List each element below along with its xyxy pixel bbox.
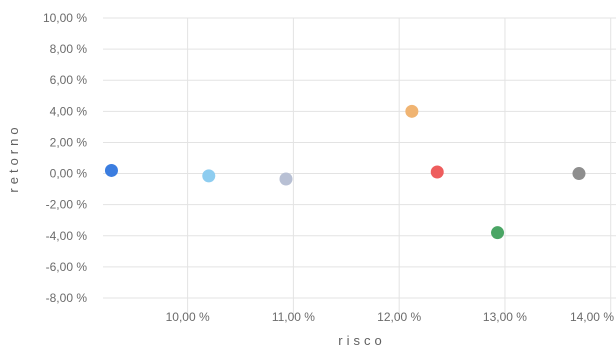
y-tick-label: 6,00 % bbox=[50, 73, 88, 87]
x-tick-label: 11,00 % bbox=[272, 310, 315, 324]
y-tick-label: 8,00 % bbox=[50, 42, 88, 56]
x-tick-label: 12,00 % bbox=[377, 310, 421, 324]
y-tick-label: -4,00 % bbox=[46, 229, 88, 243]
y-tick-labels: 10,00 % 8,00 % 6,00 % 4,00 % 2,00 % 0,00 % -2,… bbox=[43, 11, 87, 305]
data-point[interactable] bbox=[572, 167, 586, 181]
y-tick-label: -8,00 % bbox=[46, 291, 88, 305]
data-point[interactable] bbox=[405, 104, 419, 118]
data-point[interactable] bbox=[279, 172, 293, 186]
y-tick-label: 2,00 % bbox=[50, 135, 88, 149]
x-tick-labels: 10,00 % 11,00 % 12,00 % 13,00 % 14,00 % bbox=[166, 310, 615, 324]
y-tick-label: 10,00 % bbox=[43, 11, 87, 25]
data-point[interactable] bbox=[430, 165, 444, 179]
data-points bbox=[104, 104, 586, 240]
y-tick-label: 0,00 % bbox=[50, 167, 88, 181]
y-tick-label: 4,00 % bbox=[50, 104, 88, 118]
grid-lines bbox=[103, 17, 616, 318]
x-tick-label: 14,00 % bbox=[570, 310, 614, 324]
data-point[interactable] bbox=[491, 226, 505, 240]
x-tick-label: 13,00 % bbox=[483, 310, 527, 324]
data-point[interactable] bbox=[202, 169, 216, 183]
x-axis-title: risco bbox=[338, 333, 385, 348]
x-tick-label: 10,00 % bbox=[166, 310, 210, 324]
y-tick-label: -2,00 % bbox=[46, 198, 88, 212]
y-tick-label: -6,00 % bbox=[46, 260, 88, 274]
y-axis-title: retorno bbox=[6, 123, 21, 192]
data-point[interactable] bbox=[104, 163, 118, 177]
